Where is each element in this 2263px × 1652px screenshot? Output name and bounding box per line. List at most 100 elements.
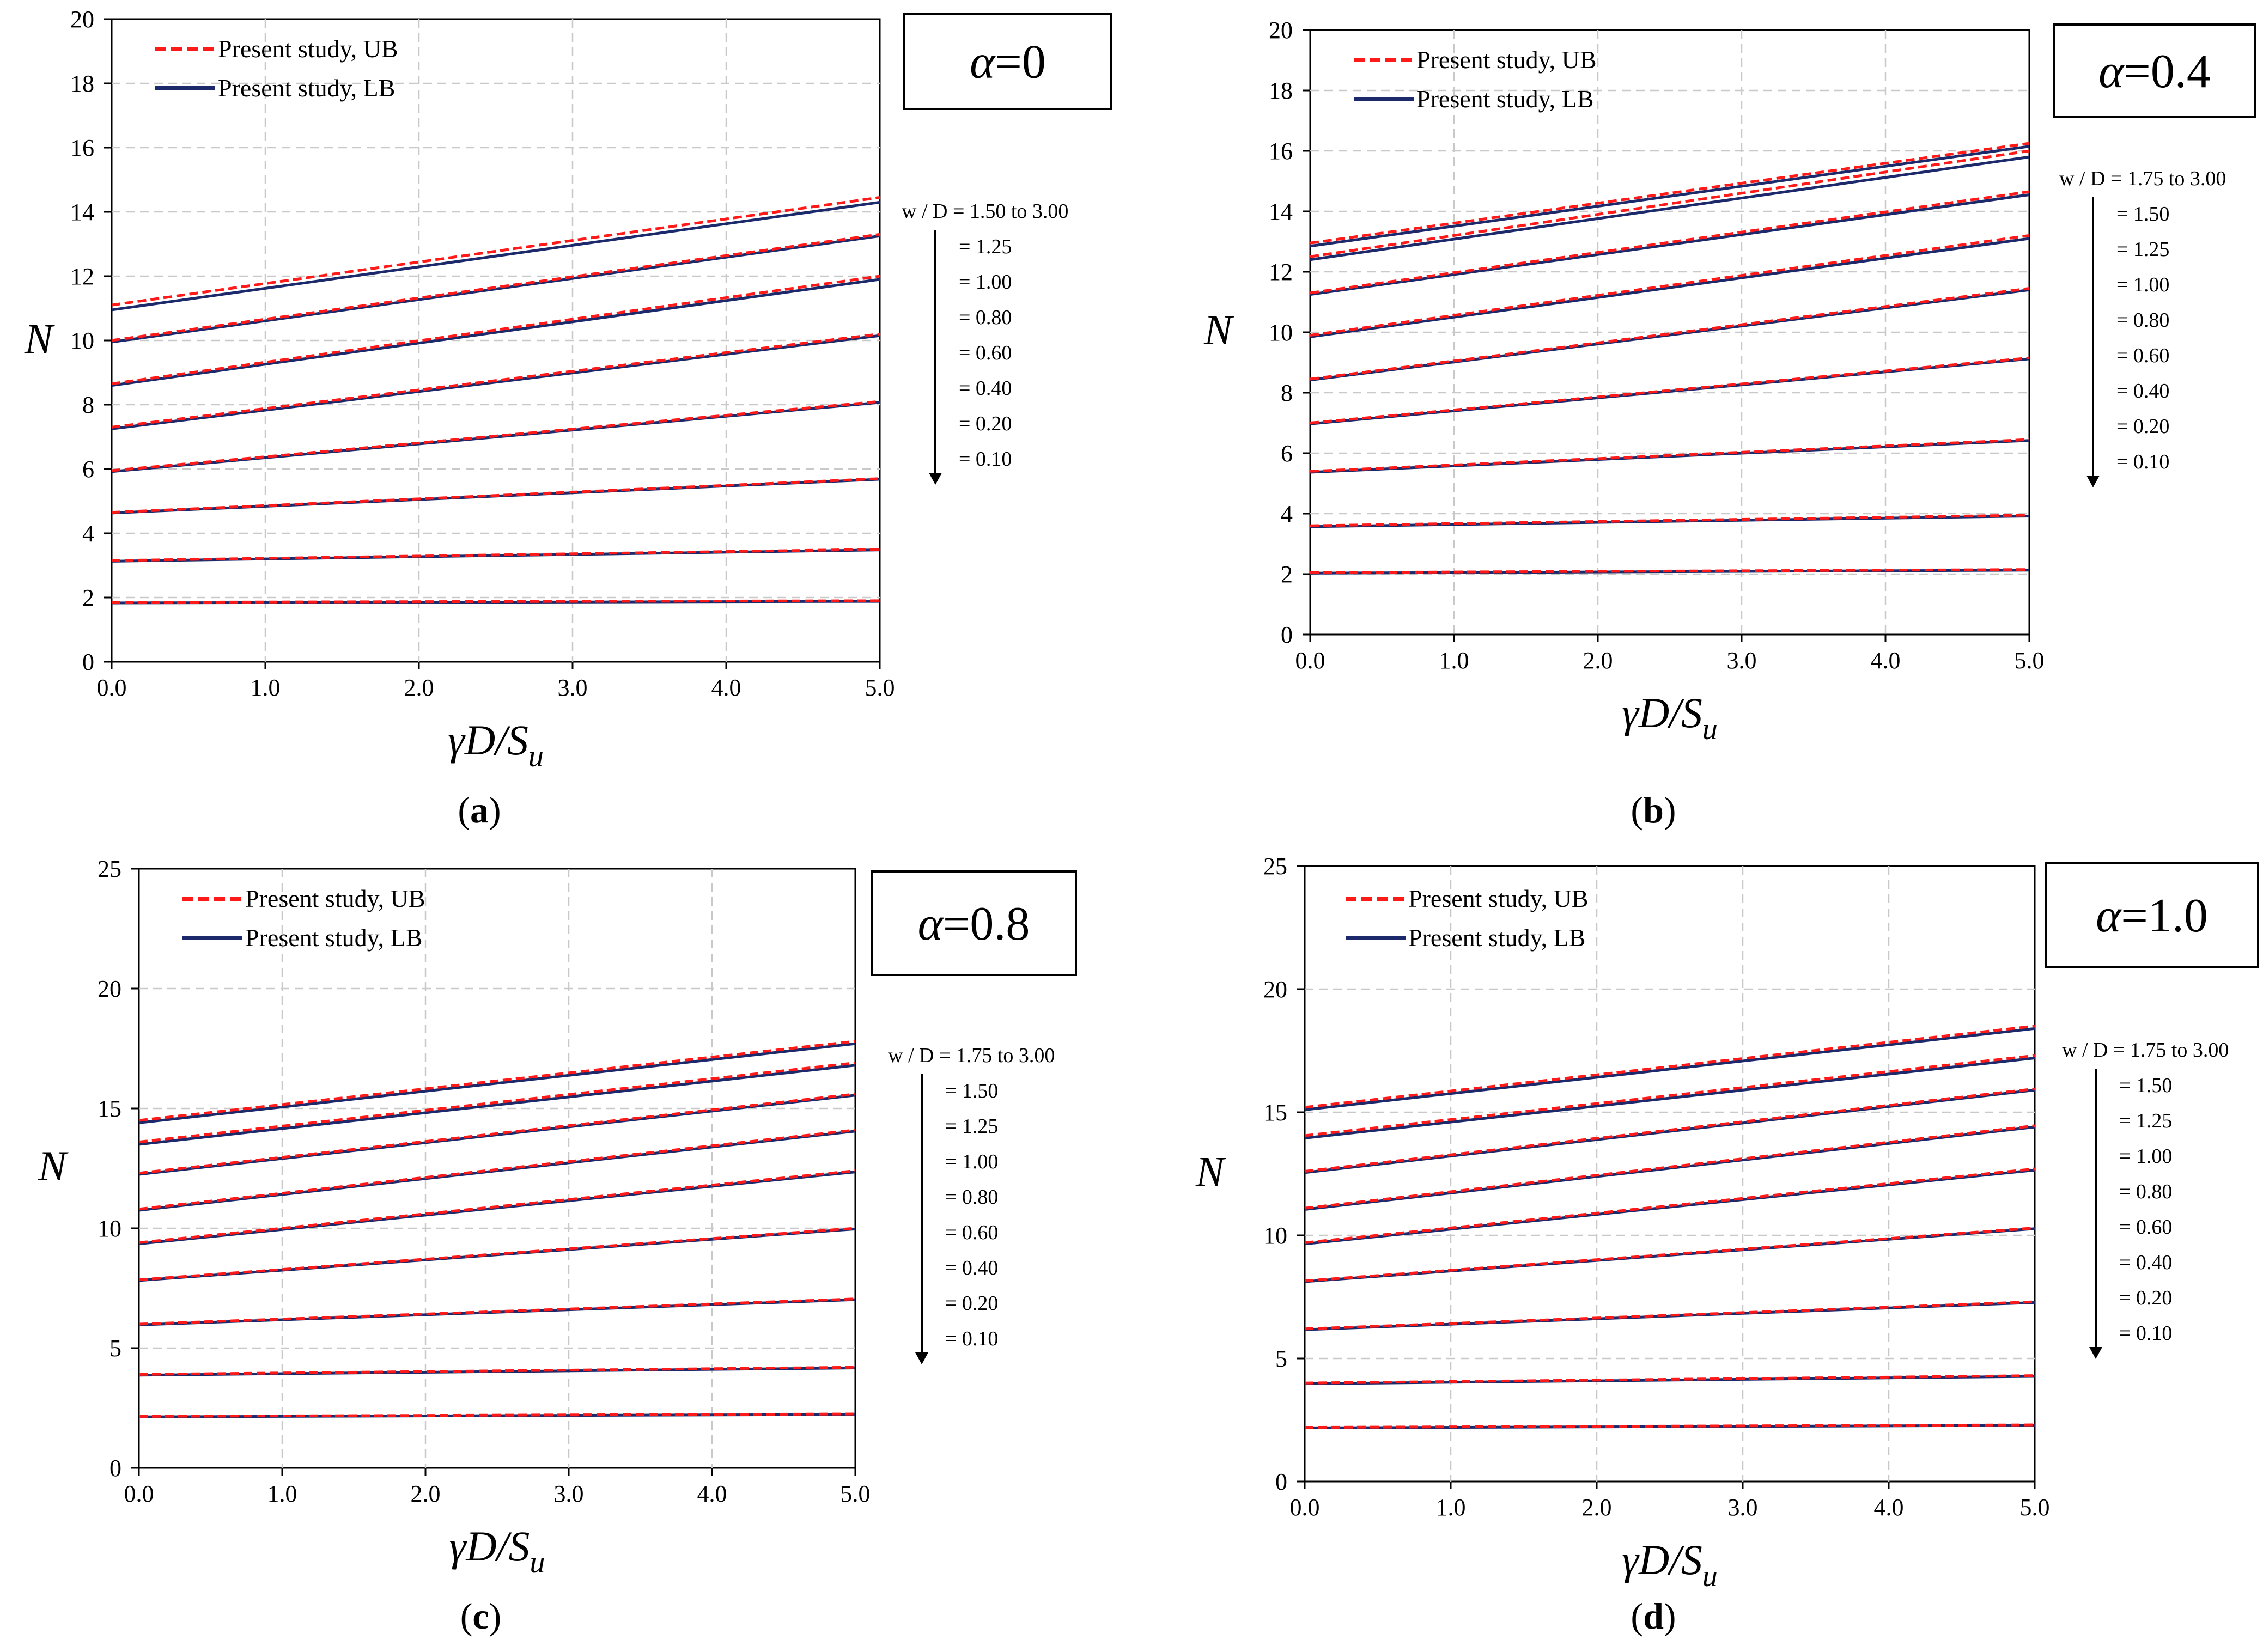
series-line-lb <box>138 1042 856 1124</box>
y-tick-label: 0 <box>1281 621 1293 648</box>
wd-label: = 1.25 <box>2116 238 2169 261</box>
x-tick-label: 1.0 <box>1436 1494 1466 1521</box>
x-tick-label: 0.0 <box>1295 647 1325 674</box>
x-tick-label: 5.0 <box>2020 1494 2050 1521</box>
x-tick-label: 0.0 <box>1290 1494 1320 1521</box>
y-axis-title: N <box>1203 306 1234 353</box>
series-line-ub <box>1310 514 2030 527</box>
alpha-label: α=0.8 <box>918 898 1030 950</box>
wd-label: = 0.60 <box>945 1221 998 1244</box>
series-line-ub <box>1304 1423 2035 1429</box>
series-line-ub <box>138 1227 856 1282</box>
wd-label: = 1.25 <box>2119 1110 2172 1132</box>
legend-label-lb: Present study, LB <box>245 924 422 952</box>
wd-label: = 0.20 <box>945 1292 998 1315</box>
wd-label: = 1.25 <box>959 235 1012 258</box>
alpha-box <box>2045 862 2259 968</box>
wd-label: = 0.80 <box>2116 309 2169 332</box>
y-tick-label: 20 <box>98 976 121 1002</box>
y-tick-label: 0 <box>110 1455 121 1482</box>
y-tick-label: 25 <box>98 856 121 882</box>
wd-label: = 0.60 <box>2119 1216 2172 1239</box>
series-line-ub <box>138 1366 856 1376</box>
wd-label: w / D = 1.75 to 3.00 <box>2059 167 2226 190</box>
y-tick-label: 20 <box>1263 976 1287 1003</box>
x-tick-label: 4.0 <box>1871 647 1901 674</box>
wd-label: = 1.25 <box>945 1115 998 1138</box>
y-tick-label: 15 <box>1263 1099 1287 1126</box>
series-line-ub <box>138 1061 856 1144</box>
panel-caption: (b) <box>1631 789 1676 831</box>
series-line-ub <box>1310 142 2030 245</box>
series-line-lb <box>1310 237 2030 338</box>
down-arrow-icon <box>2089 1347 2102 1359</box>
series-line-lb <box>1310 155 2030 261</box>
series-line-lb <box>138 1064 856 1146</box>
series-line-ub <box>111 196 880 307</box>
wd-label: = 0.80 <box>959 306 1012 329</box>
chart-panel-c: 0.0 1.0 2.0 3.0 4.0 5.0 0 5 10 15 20 25 γD/Su N Presen… <box>38 856 1077 1637</box>
y-tick-label: 18 <box>70 70 94 97</box>
x-tick-label: 2.0 <box>404 674 434 701</box>
series-line-lb <box>1310 145 2030 248</box>
y-tick-label: 14 <box>1269 198 1293 225</box>
y-tick-label: 4 <box>1281 501 1293 527</box>
x-tick-label: 5.0 <box>865 674 895 701</box>
alpha-label: α=0.4 <box>2098 45 2211 98</box>
series-line-ub <box>1310 149 2030 258</box>
x-axis-title: γD/Su <box>448 716 544 773</box>
wd-label: = 0.20 <box>2116 415 2169 438</box>
series-line-ub <box>1304 1226 2035 1283</box>
series-line-lb <box>1304 1027 2035 1111</box>
x-tick-label: 0.0 <box>97 674 127 701</box>
wd-label: w / D = 1.75 to 3.00 <box>888 1044 1055 1067</box>
y-axis-title: N <box>24 315 55 363</box>
series-line-ub <box>138 1129 856 1211</box>
wd-label: = 1.50 <box>945 1080 998 1102</box>
wd-label: = 0.40 <box>2116 380 2169 403</box>
y-tick-label: 10 <box>1263 1222 1287 1249</box>
wd-label: = 0.80 <box>945 1186 998 1209</box>
x-tick-label: 5.0 <box>2015 647 2045 674</box>
y-tick-label: 14 <box>70 199 94 225</box>
y-tick-label: 4 <box>82 520 94 547</box>
y-tick-label: 12 <box>70 263 94 290</box>
down-arrow-icon <box>2086 476 2100 487</box>
wd-label: = 1.00 <box>2116 273 2169 296</box>
alpha-label: α=0 <box>970 36 1046 89</box>
plot-area <box>1304 865 2036 1483</box>
wd-label: = 0.60 <box>959 342 1012 364</box>
series-line-ub <box>1310 568 2030 574</box>
series-line-ub <box>1304 1167 2035 1245</box>
y-tick-label: 8 <box>1281 380 1293 406</box>
legend-label-ub: Present study, UB <box>245 885 425 912</box>
x-tick-label: 2.0 <box>1582 1494 1612 1521</box>
x-tick-label: 3.0 <box>554 1480 584 1507</box>
x-tick-label: 1.0 <box>1439 647 1469 674</box>
series-line-ub <box>111 400 880 472</box>
wd-label: = 1.50 <box>2119 1074 2172 1097</box>
series-line-ub <box>138 1093 856 1175</box>
wd-label: w / D = 1.50 to 3.00 <box>902 200 1068 223</box>
x-tick-label: 2.0 <box>1583 647 1613 674</box>
series-line-lb <box>111 200 880 312</box>
legend-label-lb: Present study, LB <box>218 74 395 102</box>
series-line-ub <box>1310 190 2030 295</box>
wd-label: = 0.10 <box>2119 1322 2172 1345</box>
y-tick-label: 10 <box>70 327 94 354</box>
x-axis-title: γD/Su <box>449 1522 545 1580</box>
y-tick-label: 12 <box>1269 259 1293 285</box>
wd-label: = 1.00 <box>2119 1145 2172 1168</box>
x-axis-title: γD/Su <box>1622 1536 1718 1593</box>
down-arrow-icon <box>929 473 942 485</box>
series-line-ub <box>138 1169 856 1244</box>
wd-label: w / D = 1.75 to 3.00 <box>2062 1039 2229 1062</box>
x-tick-label: 1.0 <box>267 1480 297 1507</box>
series-line-ub <box>1310 287 2030 381</box>
wd-label: = 0.10 <box>959 448 1012 471</box>
x-tick-label: 2.0 <box>411 1480 441 1507</box>
x-tick-label: 5.0 <box>841 1480 871 1507</box>
y-tick-label: 10 <box>1269 319 1293 346</box>
wd-label: = 1.50 <box>2116 203 2169 225</box>
chart-panel-d: 0.0 1.0 2.0 3.0 4.0 5.0 0 5 10 15 20 25 γD/Su N Presen… <box>1195 853 2259 1637</box>
